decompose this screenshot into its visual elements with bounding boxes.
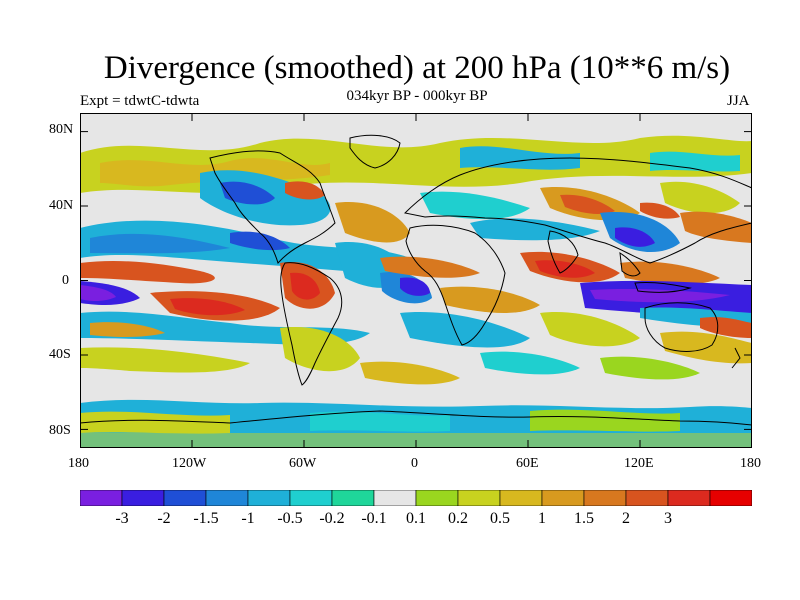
lon-tick-60w: 60W: [289, 456, 317, 471]
experiment-label: Expt = tdwtC-tdwta: [80, 93, 200, 109]
colorbar-swatch: [163, 490, 207, 506]
colorbar-tick-label: -3: [115, 510, 129, 527]
colorbar-tick-label: -1.5: [193, 510, 219, 527]
divergence-field: [80, 135, 752, 448]
colorbar-swatch: [247, 490, 291, 506]
colorbar-swatch: [541, 490, 585, 506]
colorbar-swatch: [709, 490, 752, 506]
colorbar-tick-label: -0.1: [361, 510, 387, 527]
colorbar-tick-label: 0.5: [490, 510, 510, 527]
colorbar-tick-label: 0.1: [406, 510, 426, 527]
colorbar-tick-label: -0.2: [319, 510, 345, 527]
lon-tick-60e: 60E: [516, 456, 539, 471]
colorbar-swatch: [331, 490, 375, 506]
colorbar-swatch: [583, 490, 627, 506]
colorbar-swatch: [80, 490, 123, 506]
lat-tick-40s: 40S: [49, 347, 71, 362]
lat-tick-40n: 40N: [49, 198, 74, 213]
colorbar-tick-label: 3: [664, 510, 672, 527]
lon-tick-120e: 120E: [624, 456, 654, 471]
colorbar-swatch: [205, 490, 249, 506]
colorbar-tick-label: 0.2: [448, 510, 468, 527]
lon-tick-120w: 120W: [172, 456, 207, 471]
lat-tick-0: 0: [62, 273, 69, 288]
colorbar-swatch: [373, 490, 417, 506]
coastlines: [80, 134, 752, 426]
colorbar-tick-label: 1.5: [574, 510, 594, 527]
lon-tick-180w: 180: [68, 456, 89, 471]
colorbar-swatch: [121, 490, 165, 506]
colorbar-swatch: [499, 490, 543, 506]
colorbar-swatch: [625, 490, 669, 506]
colorbar-tick-label: -0.5: [277, 510, 303, 527]
lon-tick-180e: 180: [740, 456, 761, 471]
axis-ticks: [80, 113, 752, 448]
colorbar-swatch: [289, 490, 333, 506]
period-label: 034kyr BP - 000kyr BP: [346, 88, 488, 104]
colorbar-tick-label: -1: [241, 510, 255, 527]
season-label: JJA: [727, 93, 750, 109]
chart-title: Divergence (smoothed) at 200 hPa (10**6 …: [103, 50, 731, 86]
colorbar-swatch: [457, 490, 501, 506]
colorbar-swatch: [667, 490, 711, 506]
colorbar-tick-label: 2: [622, 510, 630, 527]
divergence-map: [80, 113, 752, 448]
colorbar-swatch: [415, 490, 459, 506]
lat-tick-80n: 80N: [49, 122, 74, 137]
lat-tick-80s: 80S: [49, 423, 71, 438]
colorbar-tick-label: 1: [538, 510, 546, 527]
lon-tick-0: 0: [411, 456, 418, 471]
colorbar-tick-label: -2: [157, 510, 171, 527]
colorbar: [80, 490, 752, 506]
